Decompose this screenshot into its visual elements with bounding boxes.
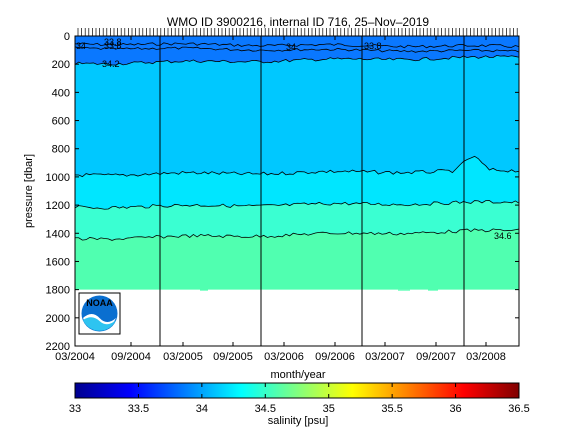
y-axis-label: pressure [dbar] [23,154,35,228]
y-tick-label: 600 [52,116,70,128]
colorbar-tick-label: 34 [196,403,208,415]
x-tick-label: 03/2008 [466,351,506,363]
colorbar-tick-label: 36.5 [508,403,529,415]
y-tick-label: 1600 [46,256,70,268]
x-tick-label: 09/2006 [315,351,355,363]
contour-label: 33.8 [364,41,382,51]
colorbar-tick-label: 33 [69,403,81,415]
no-data-region [75,290,519,346]
y-tick-label: 200 [52,59,70,71]
x-tick-label: 03/2005 [163,351,203,363]
colorbar-label: salinity [psu] [268,415,329,427]
salinity-contours [74,42,520,241]
y-tick-label: 400 [52,87,70,99]
contour-label: 34.6 [494,231,512,241]
colorbar: 33 33.5 34 34.5 35 35.5 36 36.5 [69,382,530,415]
year-separator-lines [159,36,465,346]
contour-line-5 [74,200,520,210]
y-tick-label: 0 [64,31,70,43]
contour-line-4 [74,155,520,178]
salinity-layer-mid [75,156,519,210]
contour-label: 33.8 [104,41,122,51]
x-axis-label: month/year [270,369,325,381]
y-tick-label: 1000 [46,172,70,184]
salinity-layer-deep [75,200,519,241]
contour-label: 34 [76,41,86,51]
colorbar-tick-label: 36 [449,403,461,415]
colorbar-tick-label: 34.5 [255,403,276,415]
contour-label: 34.2 [102,59,120,69]
x-tick-label: 09/2004 [111,351,151,363]
x-tick-label: 03/2006 [264,351,304,363]
colorbar-gradient [74,382,520,399]
contour-labels: 34 33.833.834.234 33.834.6 [76,37,512,241]
salinity-layer-surface [75,36,519,66]
deep-profile-bump [200,286,208,295]
contour-label: 34 [286,42,296,52]
colorbar-tick-label: 35 [323,403,335,415]
noaa-logo: NOAA [78,292,121,335]
x-axis: 03/2004 09/2004 03/2005 09/2005 03/2006 09/20… [55,36,506,363]
y-tick-label: 2000 [46,313,70,325]
contour-line-6 [74,228,520,241]
contour-line-3 [74,54,520,66]
x-tick-label: 09/2007 [416,351,456,363]
salinity-layer-intermediate [75,55,519,177]
deep-profile-bump [430,284,434,295]
profile-ticks [77,28,518,36]
colorbar-tick-label: 35.5 [381,403,402,415]
salinity-layer-bottom [75,228,519,290]
y-tick-label: 2200 [46,341,70,353]
y-tick-label: 800 [52,144,70,156]
y-tick-label: 1800 [46,285,70,297]
y-tick-label: 1400 [46,228,70,240]
salinity-field [75,36,519,346]
plot-frame [74,35,520,347]
colorbar-tick-label: 33.5 [128,403,149,415]
x-tick-label: 03/2007 [365,351,405,363]
x-tick-label: 09/2005 [213,351,253,363]
noaa-logo-text: NOAA [86,298,113,308]
colorbar-ticks: 33 33.5 34 34.5 35 35.5 36 36.5 [69,383,530,415]
contour-line-2 [74,46,520,53]
x-tick-label: 03/2004 [55,351,95,363]
chart-title: WMO ID 3900216, internal ID 716, 25–Nov–… [167,15,429,29]
y-axis: 0 200 400 600 800 1000 1200 1400 1600 1800 2000 220… [46,31,519,353]
contour-label: 33.8 [104,37,122,47]
contour-line-1 [74,42,520,49]
y-tick-label: 1200 [46,200,70,212]
